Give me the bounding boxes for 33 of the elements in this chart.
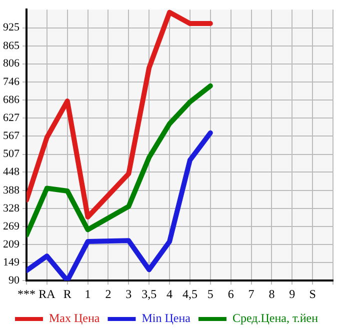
y-tick-label: 925 <box>3 22 20 34</box>
legend-label: Max Цена <box>48 311 100 326</box>
y-tick-label: 269 <box>3 220 20 232</box>
x-tick-label: 7 <box>248 286 254 301</box>
y-tick-label: 209 <box>3 238 20 250</box>
x-tick-label: 9 <box>289 286 296 301</box>
x-tick-label: 4 <box>166 286 173 301</box>
x-tick-label: 6 <box>228 286 234 301</box>
y-tick-label: 507 <box>3 148 20 160</box>
y-tick-label: 627 <box>3 112 20 124</box>
y-tick-label: 388 <box>3 184 20 196</box>
y-tick-label: 686 <box>3 94 20 106</box>
x-tick-label: 3,5 <box>142 286 157 301</box>
y-tick-label: 448 <box>3 166 20 178</box>
x-tick-label: 8 <box>268 286 275 301</box>
y-tick-label: 328 <box>3 202 20 214</box>
x-tick-label: 1 <box>84 286 91 301</box>
x-tick-label: 2 <box>105 286 112 301</box>
x-tick-label: 5 <box>207 286 214 301</box>
legend-label: Сред.Цена, т.йен <box>232 311 319 326</box>
y-tick-label: 90 <box>8 274 20 286</box>
x-tick-label: 3 <box>126 286 132 301</box>
x-tick-label: R <box>63 286 72 301</box>
legend-label: Min Цена <box>142 311 192 326</box>
y-tick-label: 806 <box>3 58 20 70</box>
y-tick-label: 865 <box>3 40 20 52</box>
x-tick-label: RA <box>38 286 56 301</box>
y-tick-label: 746 <box>3 76 20 88</box>
y-tick-label: 567 <box>3 130 20 142</box>
x-tick-label: S <box>309 286 316 301</box>
y-tick-label: 149 <box>3 256 20 269</box>
x-tick-label: *** <box>18 286 36 301</box>
x-tick-label: 4,5 <box>182 286 198 301</box>
